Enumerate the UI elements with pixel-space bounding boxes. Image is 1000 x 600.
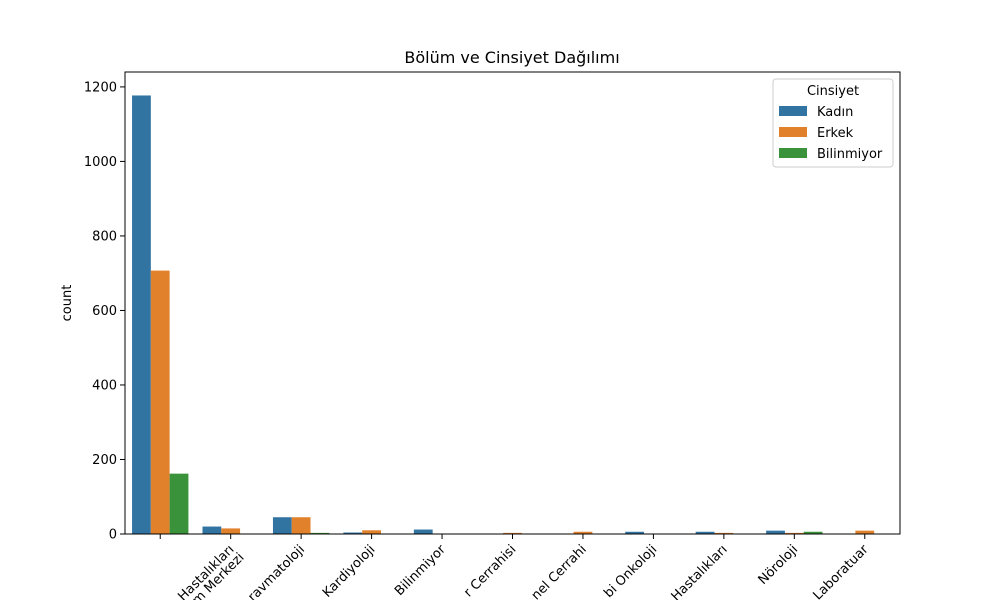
bar-erkek-0 (150, 270, 170, 534)
x-tick-label-3: Kardiyoloji (320, 542, 378, 600)
bar-erkek-5 (503, 532, 522, 534)
legend-swatch-2 (779, 148, 807, 158)
bars-group (132, 95, 875, 534)
legend-swatch-1 (779, 127, 807, 137)
legend-box (772, 78, 894, 168)
bar-erkek-8 (714, 532, 734, 534)
x-tick-label-8: Hastalıkları (669, 542, 731, 600)
bar-erkek-6 (573, 531, 593, 534)
y-tick-label-2: 400 (92, 378, 117, 393)
bar-bilinmiyor-0 (169, 473, 189, 534)
bar-kadın-2 (272, 517, 292, 534)
x-tick-label-7: bi Onkoloji (601, 542, 660, 600)
legend-label-0: Kadın (817, 105, 853, 120)
bar-bilinmiyor-2 (310, 532, 330, 534)
bar-kadın-8 (695, 531, 715, 534)
bar-kadın-9 (766, 530, 785, 534)
x-tick-label-6: nel Cerrahi (529, 542, 590, 600)
bar-erkek-1 (221, 528, 241, 534)
plot-frame (124, 71, 901, 535)
bar-erkek-9 (784, 532, 804, 534)
bar-kadın-0 (132, 95, 151, 534)
bar-kadın-1 (202, 526, 222, 534)
bar-kadın-7 (625, 531, 645, 534)
chart-title: Bölüm ve Cinsiyet Dağılımı (404, 48, 619, 67)
y-tick-label-4: 800 (92, 229, 117, 244)
bar-kadın-4 (413, 529, 433, 534)
bar-bilinmiyor-9 (803, 531, 823, 534)
x-tick-label-2: ravmatoloji (245, 542, 308, 600)
x-tick-label-4: Bilinmiyor (392, 542, 449, 599)
y-axis: 0 200 400 600 800 1000 1200 (84, 80, 125, 543)
bar-erkek-3 (362, 530, 381, 534)
y-tick-label-0: 0 (109, 528, 117, 543)
y-axis-label: count (60, 285, 75, 322)
x-tick-label-9: Nöroloji (756, 542, 802, 588)
bar-kadın-3 (343, 532, 363, 534)
y-tick-label-5: 1000 (84, 155, 117, 170)
y-tick-label-1: 200 (92, 453, 117, 468)
legend-label-1: Erkek (817, 126, 854, 141)
legend-title: Cinsiyet (807, 84, 859, 99)
x-tick-label-10: Laboratuar (811, 542, 873, 600)
legend-swatch-0 (779, 106, 807, 116)
legend: Cinsiyet Kadın Erkek Bilinmiyor (772, 78, 894, 168)
bar-erkek-2 (291, 517, 311, 534)
legend-label-2: Bilinmiyor (817, 147, 883, 162)
bar-erkek-10 (855, 530, 875, 534)
y-tick-label-6: 1200 (84, 80, 117, 95)
x-tick-label-5: r Cerrahisi (461, 542, 519, 600)
y-tick-label-3: 600 (92, 304, 117, 319)
